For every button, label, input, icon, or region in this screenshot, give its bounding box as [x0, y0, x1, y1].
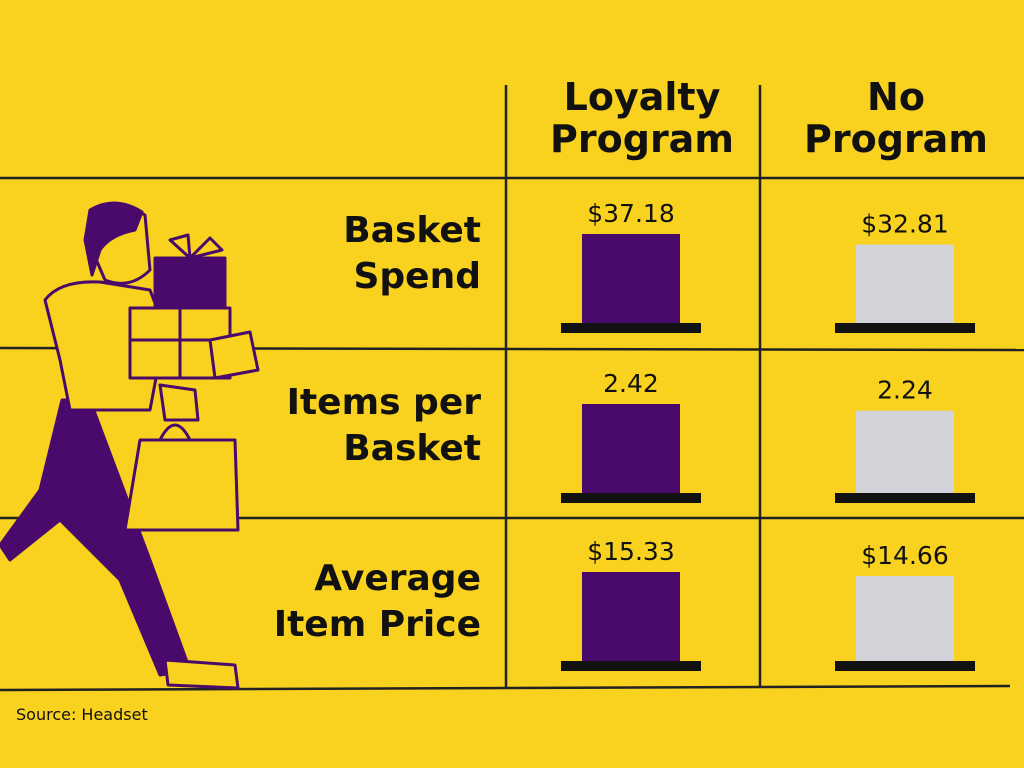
value-label: $15.33 — [587, 537, 674, 566]
bar — [856, 410, 954, 494]
row-label: Basket Spend — [343, 210, 481, 297]
bar-base — [835, 323, 975, 333]
shopper-illustration — [0, 201, 260, 690]
bar — [582, 404, 680, 494]
value-label: $32.81 — [861, 210, 948, 239]
row-label: Items per Basket — [286, 382, 481, 469]
bar-base — [561, 493, 701, 503]
bar — [582, 572, 680, 662]
bar — [856, 575, 954, 662]
bar-base — [835, 661, 975, 671]
bar-base — [835, 493, 975, 503]
value-label: 2.42 — [603, 369, 659, 398]
value-label: $14.66 — [861, 541, 948, 570]
bar-base — [561, 323, 701, 333]
column-header: Loyalty Program — [550, 75, 734, 161]
bar — [856, 244, 954, 324]
bar-base — [561, 661, 701, 671]
source-note: Source: Headset — [16, 705, 148, 724]
row-label: Average Item Price — [273, 558, 481, 645]
value-label: $37.18 — [587, 199, 674, 228]
value-label: 2.24 — [877, 376, 933, 405]
bar — [582, 234, 680, 324]
column-header: No Program — [804, 75, 988, 161]
